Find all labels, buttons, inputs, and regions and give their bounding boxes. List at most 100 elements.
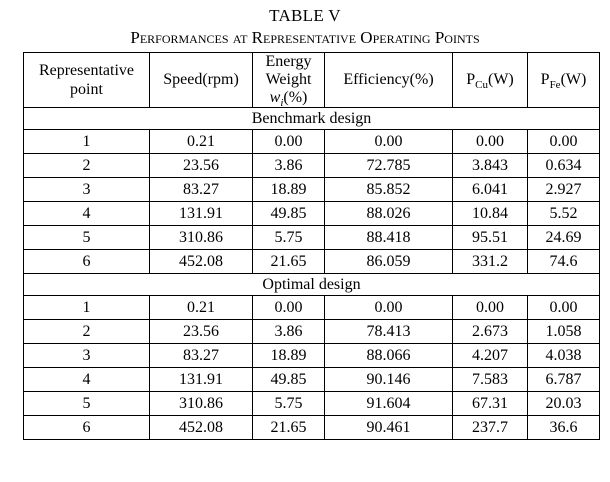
cell-pcu: 95.51 xyxy=(452,225,528,250)
cell-weight: 18.89 xyxy=(252,177,325,202)
cell-efficiency: 0.00 xyxy=(324,295,453,320)
cell-weight: 5.75 xyxy=(252,225,325,250)
cell-speed: 131.91 xyxy=(149,367,253,392)
cell-speed: 0.21 xyxy=(149,129,253,154)
cell-pfe: 4.038 xyxy=(527,343,600,368)
table-row: 6 452.08 21.65 90.461 237.7 36.6 xyxy=(23,415,600,440)
cell-point: 3 xyxy=(23,177,150,202)
cell-point: 4 xyxy=(23,367,150,392)
header-iron-loss: PFe(W) xyxy=(527,52,600,108)
table-header: Representative point Speed(rpm) Energy W… xyxy=(23,52,600,109)
cell-speed: 310.86 xyxy=(149,391,253,416)
cell-pfe: 6.787 xyxy=(527,367,600,392)
cell-pfe: 0.00 xyxy=(527,295,600,320)
cell-pcu: 0.00 xyxy=(452,129,528,154)
cell-point: 2 xyxy=(23,319,150,344)
header-representative-point: Representative point xyxy=(23,52,150,108)
performance-table: Representative point Speed(rpm) Energy W… xyxy=(23,52,600,440)
table-row: 4 131.91 49.85 90.146 7.583 6.787 xyxy=(23,367,600,392)
table-row: 4 131.91 49.85 88.026 10.84 5.52 xyxy=(23,201,600,226)
cell-speed: 452.08 xyxy=(149,249,253,274)
table-body: Benchmark design 1 0.21 0.00 0.00 0.00 0… xyxy=(23,107,600,440)
section-title: Optimal design xyxy=(23,273,600,296)
table-label: TABLE V xyxy=(269,6,341,25)
cell-pcu: 10.84 xyxy=(452,201,528,226)
cell-pcu: 7.583 xyxy=(452,367,528,392)
section-row-benchmark: Benchmark design xyxy=(23,107,600,130)
cell-weight: 0.00 xyxy=(252,295,325,320)
header-pcu-symbol: P xyxy=(466,71,476,88)
table-row: 2 23.56 3.86 72.785 3.843 0.634 xyxy=(23,153,600,178)
cell-point: 5 xyxy=(23,225,150,250)
header-weight-unit: (%) xyxy=(283,89,308,106)
cell-pcu: 4.207 xyxy=(452,343,528,368)
cell-speed: 310.86 xyxy=(149,225,253,250)
cell-pfe: 36.6 xyxy=(527,415,600,440)
cell-weight: 18.89 xyxy=(252,343,325,368)
cell-pfe: 5.52 xyxy=(527,201,600,226)
cell-weight: 3.86 xyxy=(252,319,325,344)
cell-pcu: 67.31 xyxy=(452,391,528,416)
cell-efficiency: 88.026 xyxy=(324,201,453,226)
header-pcu-subscript: Cu xyxy=(475,79,488,92)
table-row: 3 83.27 18.89 88.066 4.207 4.038 xyxy=(23,343,600,368)
cell-efficiency: 88.066 xyxy=(324,343,453,368)
cell-point: 5 xyxy=(23,391,150,416)
cell-speed: 23.56 xyxy=(149,319,253,344)
header-energy-weight-line3: wi(%) xyxy=(253,89,324,109)
header-pfe-unit: (W) xyxy=(560,71,587,88)
header-energy-weight-line2: Weight xyxy=(265,71,312,88)
header-efficiency: Efficiency(%) xyxy=(324,52,453,108)
cell-point: 3 xyxy=(23,343,150,368)
cell-speed: 23.56 xyxy=(149,153,253,178)
cell-pfe: 74.6 xyxy=(527,249,600,274)
cell-point: 1 xyxy=(23,129,150,154)
cell-weight: 49.85 xyxy=(252,201,325,226)
table-row: 2 23.56 3.86 78.413 2.673 1.058 xyxy=(23,319,600,344)
table-row: 5 310.86 5.75 91.604 67.31 20.03 xyxy=(23,391,600,416)
table-row: 1 0.21 0.00 0.00 0.00 0.00 xyxy=(23,129,600,154)
header-energy-weight: Energy Weight wi(%) xyxy=(252,52,325,109)
cell-pcu: 3.843 xyxy=(452,153,528,178)
cell-efficiency: 91.604 xyxy=(324,391,453,416)
cell-point: 1 xyxy=(23,295,150,320)
cell-weight: 21.65 xyxy=(252,415,325,440)
header-pfe-symbol: P xyxy=(540,71,550,88)
cell-point: 4 xyxy=(23,201,150,226)
section-row-optimal: Optimal design xyxy=(23,273,600,296)
cell-weight: 0.00 xyxy=(252,129,325,154)
cell-weight: 5.75 xyxy=(252,391,325,416)
cell-pfe: 24.69 xyxy=(527,225,600,250)
cell-pcu: 237.7 xyxy=(452,415,528,440)
cell-pfe: 0.634 xyxy=(527,153,600,178)
cell-efficiency: 85.852 xyxy=(324,177,453,202)
cell-speed: 83.27 xyxy=(149,343,253,368)
cell-efficiency: 0.00 xyxy=(324,129,453,154)
section-title: Benchmark design xyxy=(23,107,600,130)
header-weight-symbol: w xyxy=(269,89,281,106)
header-pcu-unit: (W) xyxy=(487,71,514,88)
cell-pcu: 331.2 xyxy=(452,249,528,274)
cell-pcu: 2.673 xyxy=(452,319,528,344)
cell-efficiency: 90.461 xyxy=(324,415,453,440)
cell-efficiency: 88.418 xyxy=(324,225,453,250)
cell-pfe: 1.058 xyxy=(527,319,600,344)
table-title: Performances at Representative Operating… xyxy=(130,28,480,47)
cell-point: 2 xyxy=(23,153,150,178)
cell-speed: 131.91 xyxy=(149,201,253,226)
header-pfe-subscript: Fe xyxy=(549,79,561,92)
cell-weight: 3.86 xyxy=(252,153,325,178)
cell-speed: 0.21 xyxy=(149,295,253,320)
cell-pfe: 20.03 xyxy=(527,391,600,416)
cell-pfe: 2.927 xyxy=(527,177,600,202)
header-energy-weight-line1: Energy xyxy=(265,53,312,70)
table-row: 6 452.08 21.65 86.059 331.2 74.6 xyxy=(23,249,600,274)
cell-efficiency: 78.413 xyxy=(324,319,453,344)
table-row: 5 310.86 5.75 88.418 95.51 24.69 xyxy=(23,225,600,250)
cell-weight: 21.65 xyxy=(252,249,325,274)
cell-pcu: 6.041 xyxy=(452,177,528,202)
cell-weight: 49.85 xyxy=(252,367,325,392)
cell-speed: 452.08 xyxy=(149,415,253,440)
table-row: 1 0.21 0.00 0.00 0.00 0.00 xyxy=(23,295,600,320)
cell-pcu: 0.00 xyxy=(452,295,528,320)
